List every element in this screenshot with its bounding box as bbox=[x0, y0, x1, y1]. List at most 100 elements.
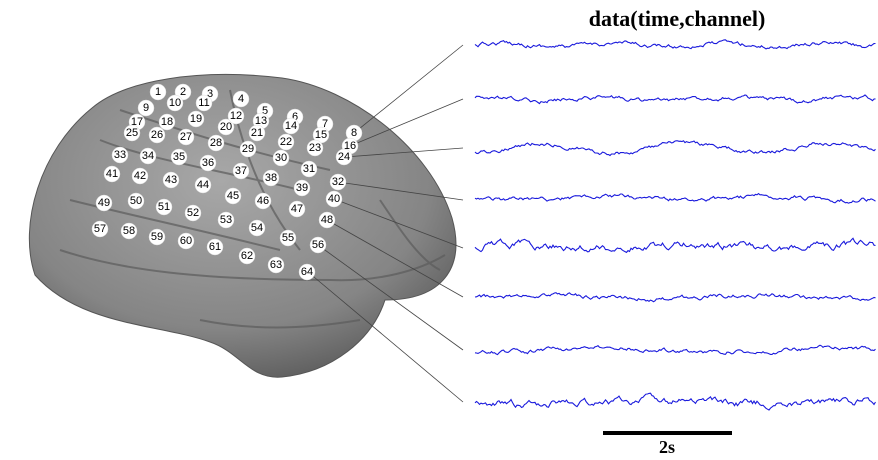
electrode-dot bbox=[170, 148, 188, 166]
electrode: 28 bbox=[207, 134, 225, 152]
electrode-dot bbox=[95, 194, 113, 212]
electrode-label: 35 bbox=[173, 151, 185, 163]
electrode: 20 bbox=[217, 118, 235, 136]
trace bbox=[474, 292, 876, 303]
electrode-dot bbox=[262, 169, 280, 187]
electrode: 48 bbox=[318, 211, 336, 229]
electrode-dot bbox=[300, 160, 318, 178]
trace bbox=[474, 39, 876, 50]
electrode-dot bbox=[329, 173, 347, 191]
electrode: 54 bbox=[248, 219, 266, 237]
electrode: 32 bbox=[329, 173, 347, 191]
electrode: 55 bbox=[279, 229, 297, 247]
electrode-label: 57 bbox=[94, 223, 106, 235]
electrode: 29 bbox=[239, 140, 257, 158]
electrode-label: 62 bbox=[241, 250, 253, 262]
trace bbox=[474, 237, 876, 254]
electrode-label: 39 bbox=[296, 182, 308, 194]
connector bbox=[353, 44, 464, 134]
electrode: 51 bbox=[155, 198, 173, 216]
electrode: 21 bbox=[248, 124, 266, 142]
electrode-label: 29 bbox=[242, 143, 254, 155]
electrode: 36 bbox=[199, 154, 217, 172]
electrode: 46 bbox=[254, 192, 272, 210]
electrode-dot bbox=[139, 147, 157, 165]
electrode: 60 bbox=[177, 232, 195, 250]
connector bbox=[317, 244, 464, 351]
connector bbox=[337, 181, 464, 201]
electrode: 25 bbox=[123, 124, 141, 142]
electrode-label: 24 bbox=[338, 151, 350, 163]
electrode-dot bbox=[127, 192, 145, 210]
electrode: 24 bbox=[335, 148, 353, 166]
electrode-dot bbox=[155, 198, 173, 216]
electrode: 22 bbox=[277, 133, 295, 151]
electrode: 57 bbox=[91, 220, 109, 238]
electrode-dot bbox=[149, 83, 167, 101]
electrode-dot bbox=[248, 124, 266, 142]
electrode-label: 22 bbox=[280, 136, 292, 148]
electrode: 35 bbox=[170, 148, 188, 166]
electrode-label: 14 bbox=[285, 120, 297, 132]
electrode: 39 bbox=[293, 179, 311, 197]
electrode-label: 2 bbox=[180, 86, 186, 98]
electrode-dot bbox=[91, 220, 109, 238]
electrode-dot bbox=[279, 229, 297, 247]
electrode-dot bbox=[224, 187, 242, 205]
trace bbox=[474, 392, 876, 411]
electrode-dot bbox=[232, 90, 250, 108]
electrode: 30 bbox=[272, 149, 290, 167]
electrode-dot bbox=[248, 219, 266, 237]
electrode-label: 13 bbox=[255, 115, 267, 127]
electrode-dot bbox=[207, 134, 225, 152]
connector bbox=[333, 198, 464, 249]
electrode: 34 bbox=[139, 147, 157, 165]
electrode-label: 27 bbox=[180, 131, 192, 143]
title: data(time,channel) bbox=[589, 6, 766, 31]
electrode-dot bbox=[103, 165, 121, 183]
electrode: 33 bbox=[111, 146, 129, 164]
trace bbox=[474, 94, 876, 105]
electrode-label: 16 bbox=[344, 140, 356, 152]
electrode-dot bbox=[238, 247, 256, 265]
electrode-label: 43 bbox=[165, 174, 177, 186]
trace bbox=[474, 344, 876, 356]
electrode: 62 bbox=[238, 247, 256, 265]
electrode-dot bbox=[309, 236, 327, 254]
electrode-label: 32 bbox=[332, 176, 344, 188]
electrode-label: 36 bbox=[202, 157, 214, 169]
electrode-label: 30 bbox=[275, 152, 287, 164]
electrode-dot bbox=[177, 232, 195, 250]
electrode-label: 8 bbox=[351, 127, 357, 139]
electrode-dot bbox=[184, 204, 202, 222]
electrode-label: 54 bbox=[251, 222, 263, 234]
trace bbox=[474, 192, 876, 204]
electrode-label: 6 bbox=[292, 111, 298, 123]
electrode: 27 bbox=[177, 128, 195, 146]
electrode-dot bbox=[239, 140, 257, 158]
electrode: 53 bbox=[217, 211, 235, 229]
electrode: 49 bbox=[95, 194, 113, 212]
electrode-label: 64 bbox=[301, 266, 313, 278]
electrode: 38 bbox=[262, 169, 280, 187]
electrode-dot bbox=[123, 124, 141, 142]
electrode-label: 10 bbox=[169, 97, 181, 109]
electrode: 61 bbox=[206, 238, 224, 256]
electrode-label: 47 bbox=[291, 203, 303, 215]
electrode-dot bbox=[272, 149, 290, 167]
electrode-label: 55 bbox=[282, 232, 294, 244]
electrode-label: 61 bbox=[209, 241, 221, 253]
electrode-dot bbox=[111, 146, 129, 164]
electrode-dot bbox=[298, 263, 316, 281]
electrode-label: 23 bbox=[309, 142, 321, 154]
electrode: 26 bbox=[148, 126, 166, 144]
electrode-dot bbox=[232, 162, 250, 180]
electrode-label: 25 bbox=[126, 127, 138, 139]
electrode: 58 bbox=[120, 222, 138, 240]
electrode-label: 52 bbox=[187, 207, 199, 219]
electrode-label: 58 bbox=[123, 225, 135, 237]
electrode-dot bbox=[277, 133, 295, 151]
electrode: 23 bbox=[306, 139, 324, 157]
